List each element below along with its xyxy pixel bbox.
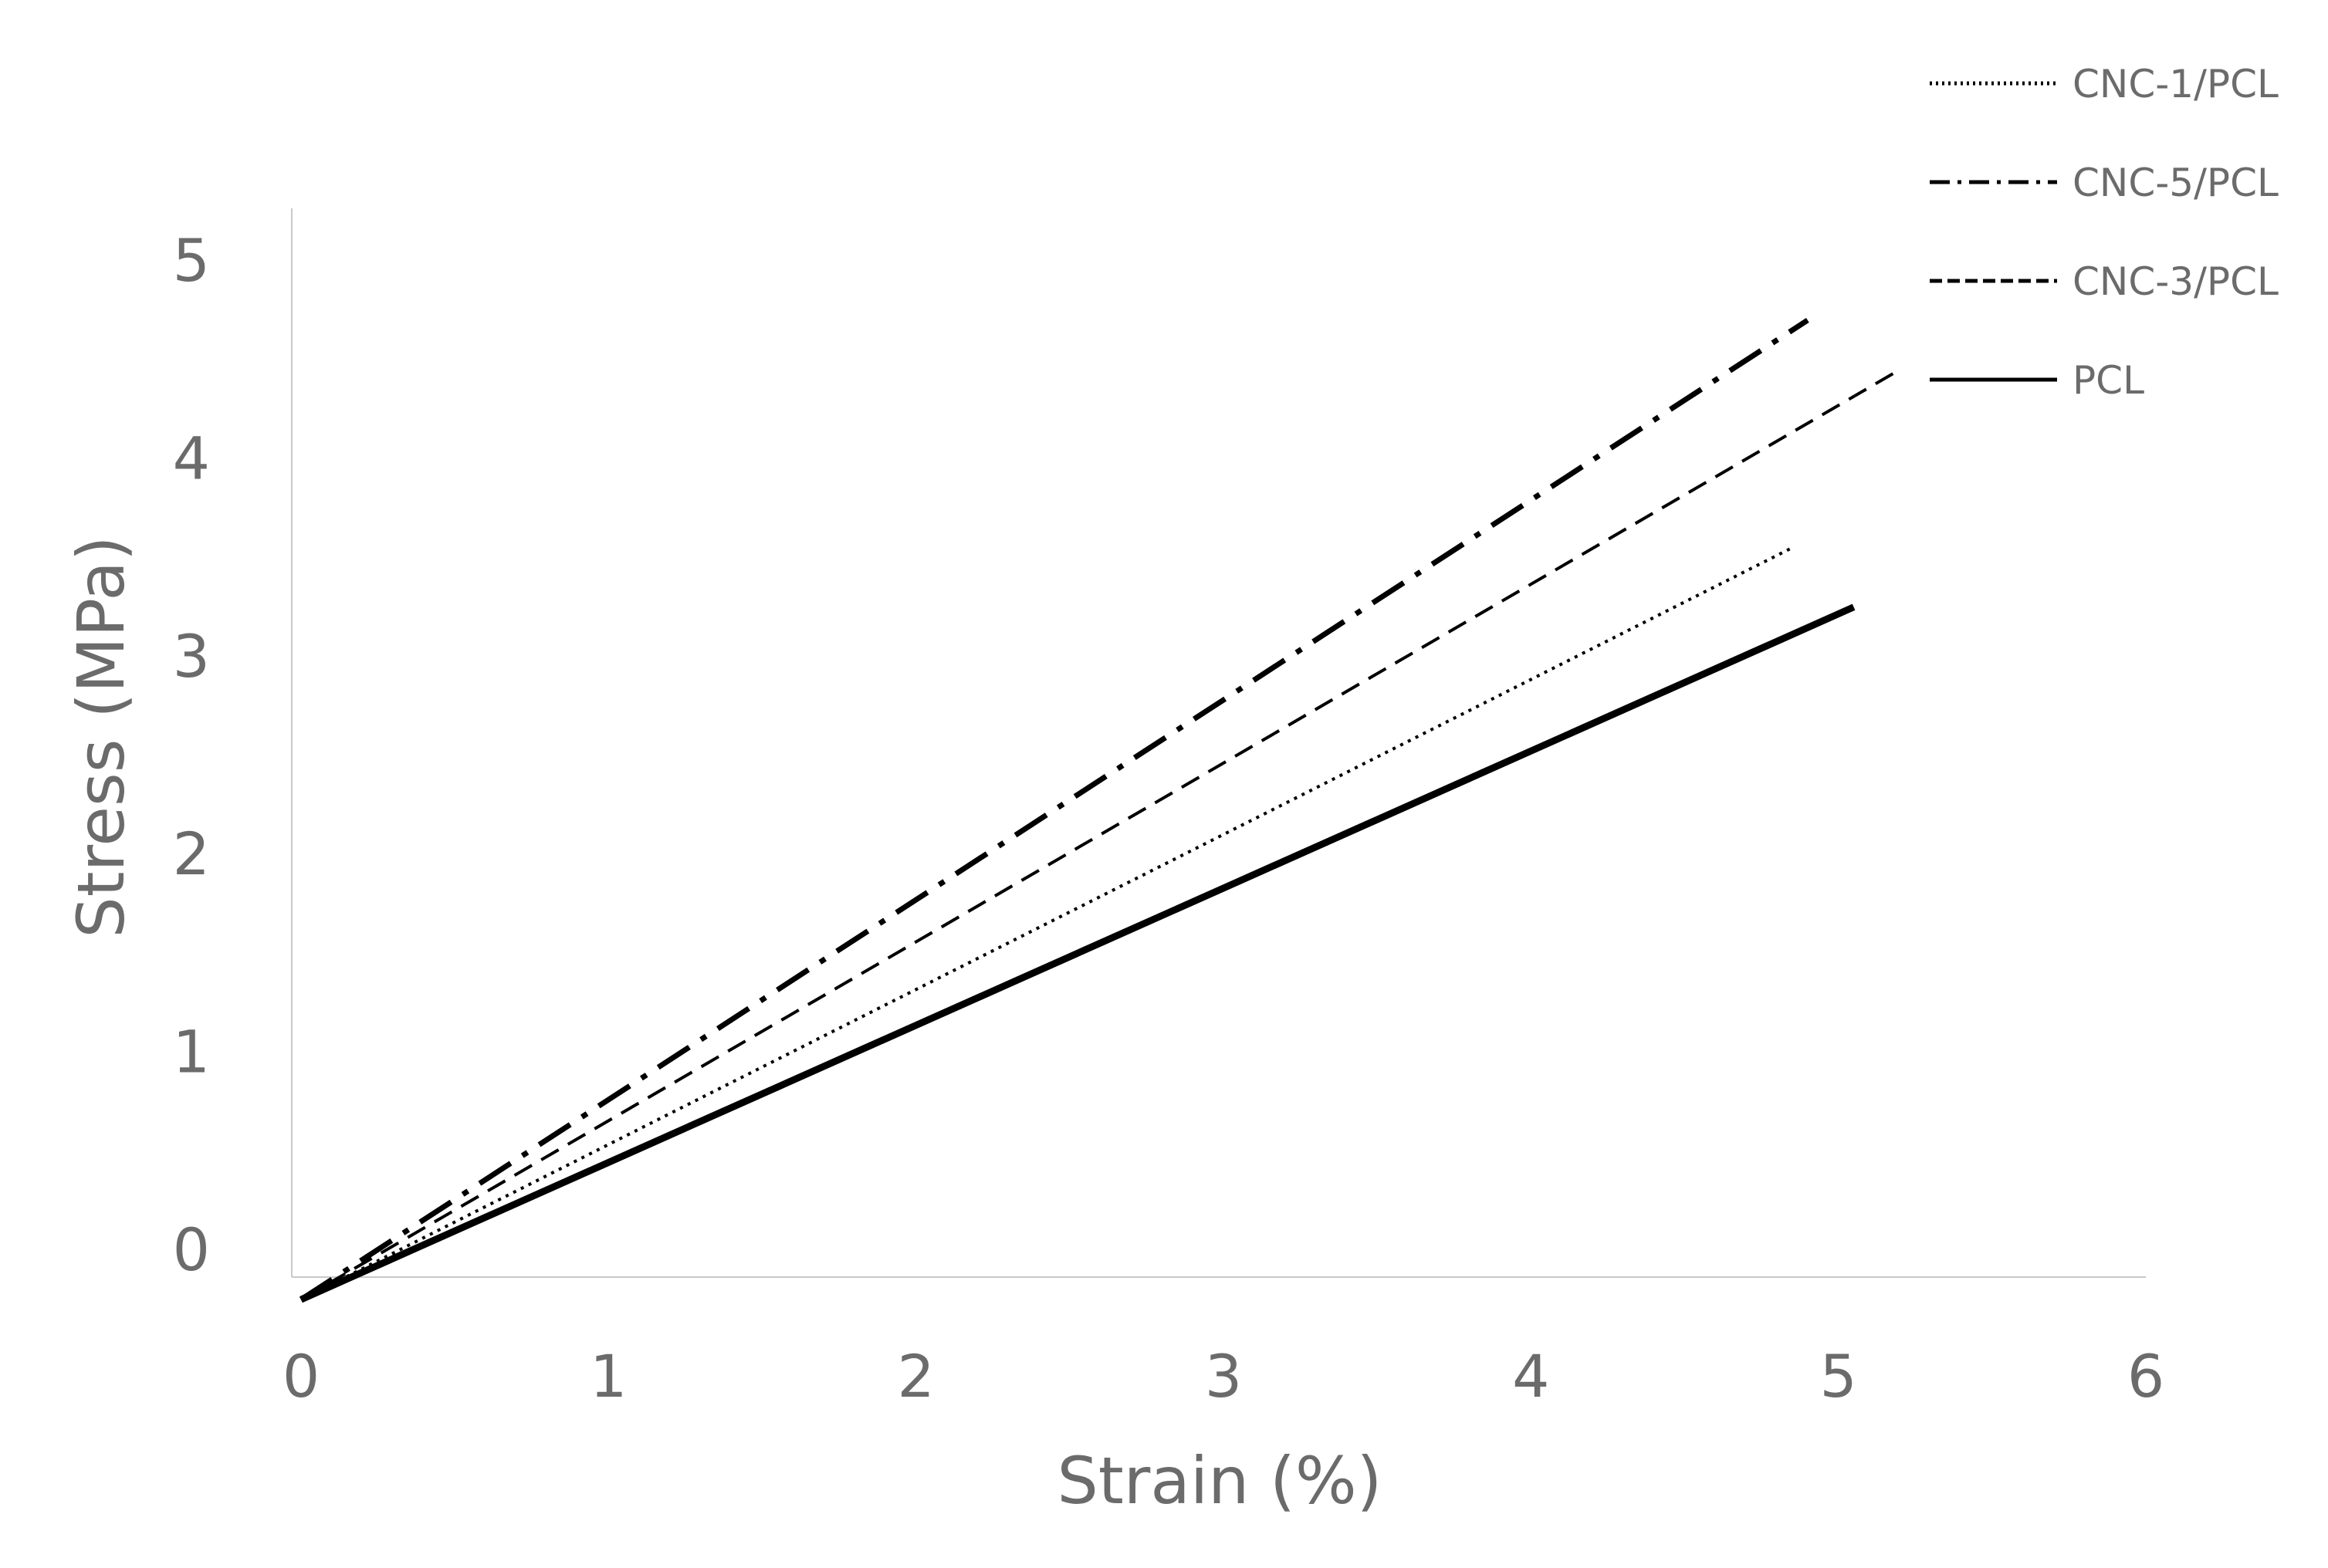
series-line-cnc-3-pcl: [299, 368, 1901, 1301]
y-axis-title: Stress (MPa): [63, 536, 139, 938]
legend-label: CNC-1/PCL: [2073, 62, 2279, 106]
x-tick-label: 2: [897, 1342, 934, 1411]
x-axis-title: Strain (%): [1057, 1443, 1382, 1519]
series-line-pcl: [299, 603, 1856, 1303]
x-tick-label: 5: [1819, 1342, 1856, 1411]
x-tick-label: 3: [1205, 1342, 1242, 1411]
y-tick-label: 3: [173, 622, 210, 691]
x-tick-label: 6: [2127, 1342, 2164, 1411]
x-tick-label: 4: [1512, 1342, 1549, 1411]
y-tick-label: 4: [173, 424, 210, 492]
legend-label: PCL: [2073, 358, 2144, 403]
x-tick-label: 1: [590, 1342, 627, 1411]
x-tick-label: 0: [283, 1342, 320, 1411]
legend-label: CNC-3/PCL: [2073, 259, 2279, 304]
y-tick-label: 0: [173, 1215, 210, 1284]
series-line-cnc-1-pcl: [300, 546, 1793, 1301]
y-tick-label: 2: [173, 819, 210, 888]
y-tick-label: 1: [173, 1018, 210, 1086]
series-line-cnc-5-pcl: [299, 317, 1809, 1303]
legend-label: CNC-5/PCL: [2073, 161, 2279, 205]
y-tick-label: 5: [173, 226, 210, 295]
